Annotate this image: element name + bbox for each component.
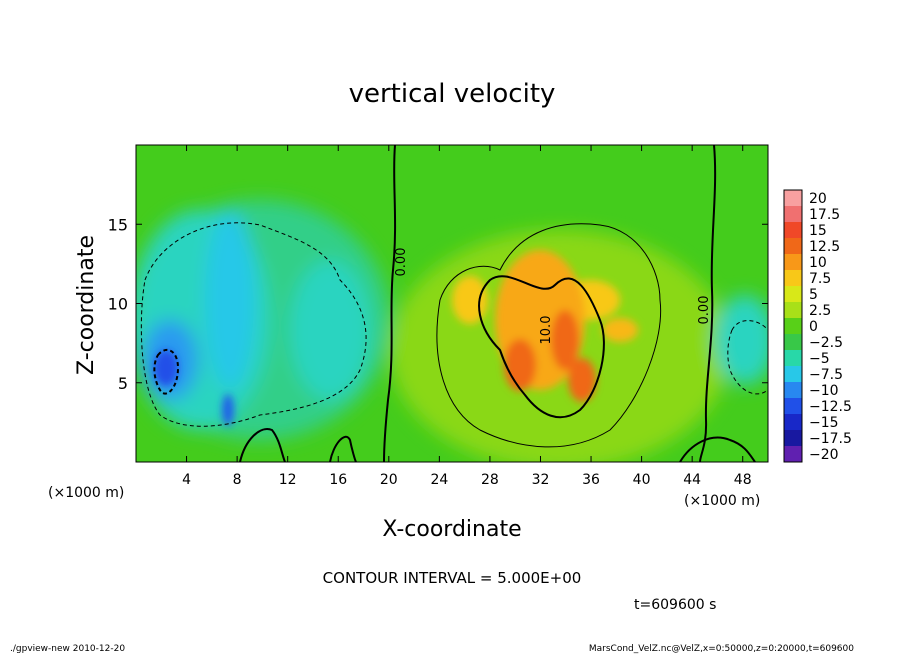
colorbar-label: 17.5	[809, 207, 840, 223]
minus-ten-contour	[153, 348, 180, 395]
x-unit-label-right: (×1000 m)	[684, 493, 760, 509]
contour-label-ten: 10.0	[539, 316, 554, 345]
zero-contour-bottom-2	[329, 435, 357, 462]
downdraft-core-strong	[154, 350, 178, 386]
colorbar-swatch	[784, 238, 802, 255]
colorbar-frame	[783, 189, 803, 463]
colorbar-label: −20	[809, 447, 839, 463]
colorbar-swatch	[784, 414, 802, 431]
minus-five-contour	[140, 222, 367, 427]
colorbar-swatch	[784, 382, 802, 399]
footer-left-text: ./gpview-new 2010-12-20	[10, 644, 125, 654]
colorbar-swatch	[784, 366, 802, 383]
updraft-core-1	[504, 339, 536, 391]
x-tick-label: 36	[582, 472, 600, 488]
colorbar-label: −5	[809, 351, 830, 367]
time-text: t=609600 s	[634, 597, 716, 613]
footer-right-text: MarsCond_VelZ.nc@VelZ,x=0:50000,z=0:2000…	[589, 644, 854, 654]
downdraft-core-small	[222, 394, 234, 426]
colorbar-label: 15	[809, 223, 827, 239]
ten-contour	[478, 275, 605, 419]
x-tick-label: 28	[481, 472, 499, 488]
x-tick-label: 40	[633, 472, 651, 488]
colorbar-swatch	[784, 302, 802, 319]
downdraft-edge	[715, 295, 768, 385]
colorbar-swatch	[784, 446, 802, 463]
x-tick-label: 4	[182, 472, 191, 488]
contour-interval-text: CONTOUR INTERVAL = 5.000E+00	[323, 569, 582, 587]
x-tick-label: 12	[279, 472, 297, 488]
contour-label-zero-left: 0.00	[394, 248, 409, 277]
colorbar-label: −15	[809, 415, 839, 431]
chart-title: vertical velocity	[349, 79, 556, 109]
updraft-arm	[602, 318, 638, 342]
minus-five-contour-right	[727, 320, 768, 395]
x-tick-label: 8	[233, 472, 242, 488]
colorbar-label: 2.5	[809, 303, 831, 319]
x-tick-label: 48	[734, 472, 752, 488]
contour-label-zero-right: 0.00	[697, 296, 712, 325]
z-tick-label: 10	[108, 295, 128, 314]
colorbar-label: 5	[809, 287, 818, 303]
y-axis-label: Z-coordinate	[74, 235, 99, 375]
zero-contour-left	[383, 145, 397, 462]
colorbar-swatch	[784, 206, 802, 223]
z-tick-label: 15	[108, 215, 128, 234]
contours	[140, 145, 768, 462]
z-tick-label: 5	[118, 374, 128, 393]
colorbar-label: −10	[809, 383, 839, 399]
colorbar-label: 7.5	[809, 271, 831, 287]
x-axis-label: X-coordinate	[382, 517, 521, 542]
colorbar-swatch	[784, 318, 802, 335]
colorbar-label: 10	[809, 255, 827, 271]
zero-contour-bottom-1	[239, 428, 286, 462]
colorbar-label: 0	[809, 319, 818, 335]
x-tick-label: 20	[380, 472, 398, 488]
colorbar-swatch	[784, 270, 802, 287]
x-axis: 4 8 12 16 20 24 28 32 36 40 44 48	[182, 145, 752, 488]
colorbar-label: −2.5	[809, 335, 843, 351]
updraft-core-3	[568, 358, 596, 402]
colorbar-swatch	[784, 254, 802, 271]
x-tick-label: 44	[683, 472, 701, 488]
colorbar-swatch	[784, 350, 802, 367]
x-tick-label: 24	[430, 472, 448, 488]
colorbar-swatch	[784, 222, 802, 239]
zero-contour-bottom-3	[679, 436, 756, 462]
colorbar-swatch	[784, 334, 802, 351]
updraft-core-2	[551, 310, 579, 370]
colorbar-label: −17.5	[809, 431, 852, 447]
colorbar-label: 20	[809, 191, 827, 207]
z-axis: 5 10 15	[108, 215, 768, 393]
colorbar-swatch	[784, 430, 802, 447]
x-tick-label: 16	[329, 472, 347, 488]
downdraft-core-right	[290, 260, 370, 400]
colorbar: 2017.51512.5107.552.50−2.5−5−7.5−10−12.5…	[783, 189, 852, 463]
colorbar-label: 12.5	[809, 239, 840, 255]
downdraft-band	[205, 210, 255, 390]
colorbar-swatch	[784, 286, 802, 303]
plot-area: 0.00 10.0 0.00	[136, 145, 768, 462]
colorbar-swatch	[784, 190, 802, 207]
x-unit-label-left: (×1000 m)	[48, 485, 124, 501]
colorbar-swatch	[784, 398, 802, 415]
colorbar-label: −12.5	[809, 399, 852, 415]
colorbar-label: −7.5	[809, 367, 843, 383]
updraft-left	[452, 276, 488, 324]
x-tick-label: 32	[532, 472, 550, 488]
five-contour	[436, 223, 662, 448]
